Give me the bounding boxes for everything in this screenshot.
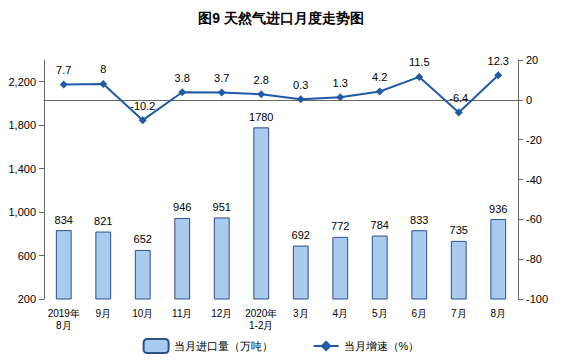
svg-text:936: 936 <box>489 203 507 215</box>
svg-text:2019年: 2019年 <box>48 308 80 319</box>
svg-text:772: 772 <box>331 220 349 232</box>
svg-text:-40: -40 <box>526 174 542 186</box>
svg-text:-60: -60 <box>526 213 542 225</box>
svg-text:784: 784 <box>371 219 389 231</box>
svg-text:-6.4: -6.4 <box>449 92 468 104</box>
svg-text:821: 821 <box>94 215 112 227</box>
svg-text:2.8: 2.8 <box>254 74 269 86</box>
svg-text:12.3: 12.3 <box>488 55 509 67</box>
svg-text:3.8: 3.8 <box>175 72 190 84</box>
svg-text:200: 200 <box>18 293 36 305</box>
svg-text:692: 692 <box>292 229 310 241</box>
svg-text:5月: 5月 <box>372 308 388 319</box>
svg-text:3.7: 3.7 <box>214 72 229 84</box>
svg-text:834: 834 <box>55 214 73 226</box>
svg-text:735: 735 <box>450 224 468 236</box>
svg-text:-100: -100 <box>526 293 548 305</box>
svg-text:1,000: 1,000 <box>8 206 36 218</box>
svg-text:当月进口量（万吨）: 当月进口量（万吨） <box>174 340 273 352</box>
svg-text:1-2月: 1-2月 <box>249 320 273 331</box>
svg-text:600: 600 <box>18 250 36 262</box>
svg-text:-20: -20 <box>526 134 542 146</box>
svg-text:8月: 8月 <box>490 308 506 319</box>
svg-text:-80: -80 <box>526 253 542 265</box>
svg-text:0.3: 0.3 <box>293 79 308 91</box>
svg-text:3月: 3月 <box>293 308 309 319</box>
svg-text:1,400: 1,400 <box>8 163 36 175</box>
svg-text:951: 951 <box>213 201 231 213</box>
svg-text:1,800: 1,800 <box>8 119 36 131</box>
svg-text:12月: 12月 <box>211 308 232 319</box>
svg-text:1780: 1780 <box>249 111 273 123</box>
svg-text:图9 天然气进口月度走势图: 图9 天然气进口月度走势图 <box>198 10 364 26</box>
svg-text:6月: 6月 <box>411 308 427 319</box>
svg-text:946: 946 <box>173 201 191 213</box>
svg-text:2,200: 2,200 <box>8 76 36 88</box>
svg-text:4.2: 4.2 <box>372 71 387 83</box>
svg-text:7.7: 7.7 <box>56 64 71 76</box>
svg-text:833: 833 <box>410 214 428 226</box>
svg-text:9月: 9月 <box>95 308 111 319</box>
svg-text:2020年: 2020年 <box>245 308 277 319</box>
svg-text:7月: 7月 <box>451 308 467 319</box>
svg-text:11.5: 11.5 <box>409 56 430 68</box>
svg-text:1.3: 1.3 <box>333 77 348 89</box>
svg-text:当月增速（%）: 当月增速（%） <box>344 340 420 352</box>
svg-text:8月: 8月 <box>56 320 72 331</box>
svg-text:0: 0 <box>526 94 532 106</box>
svg-text:652: 652 <box>134 233 152 245</box>
svg-text:20: 20 <box>526 54 538 66</box>
svg-text:-10.2: -10.2 <box>130 100 155 112</box>
svg-text:11月: 11月 <box>172 308 192 319</box>
svg-text:4月: 4月 <box>332 308 348 319</box>
svg-text:10月: 10月 <box>132 308 153 319</box>
svg-text:8: 8 <box>100 63 106 75</box>
